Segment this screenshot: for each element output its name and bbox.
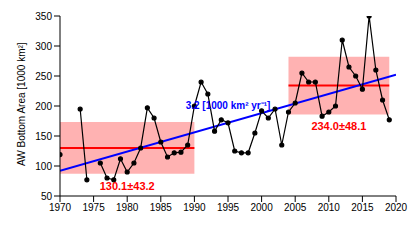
svg-text:200: 200 — [35, 101, 52, 112]
svg-text:2015: 2015 — [351, 202, 374, 213]
svg-text:100: 100 — [35, 161, 52, 172]
svg-text:250: 250 — [35, 71, 52, 82]
svg-text:1975: 1975 — [82, 202, 105, 213]
svg-text:350: 350 — [35, 11, 52, 22]
svg-text:1990: 1990 — [183, 202, 206, 213]
svg-text:1980: 1980 — [116, 202, 139, 213]
svg-text:2005: 2005 — [284, 202, 307, 213]
svg-text:1995: 1995 — [217, 202, 240, 213]
svg-text:130.1±43.2: 130.1±43.2 — [100, 180, 155, 192]
svg-text:50: 50 — [41, 191, 53, 202]
svg-text:150: 150 — [35, 131, 52, 142]
svg-text:1985: 1985 — [150, 202, 173, 213]
svg-text:3.2 [1000 km² yr⁻¹]: 3.2 [1000 km² yr⁻¹] — [186, 100, 271, 111]
svg-text:2000: 2000 — [250, 202, 273, 213]
svg-text:2020: 2020 — [385, 202, 408, 213]
svg-text:1970: 1970 — [49, 202, 72, 213]
svg-text:2010: 2010 — [318, 202, 341, 213]
svg-text:AW Bottom Area [1000 km²]: AW Bottom Area [1000 km²] — [16, 42, 27, 166]
svg-text:300: 300 — [35, 41, 52, 52]
svg-text:234.0±48.1: 234.0±48.1 — [311, 120, 366, 132]
